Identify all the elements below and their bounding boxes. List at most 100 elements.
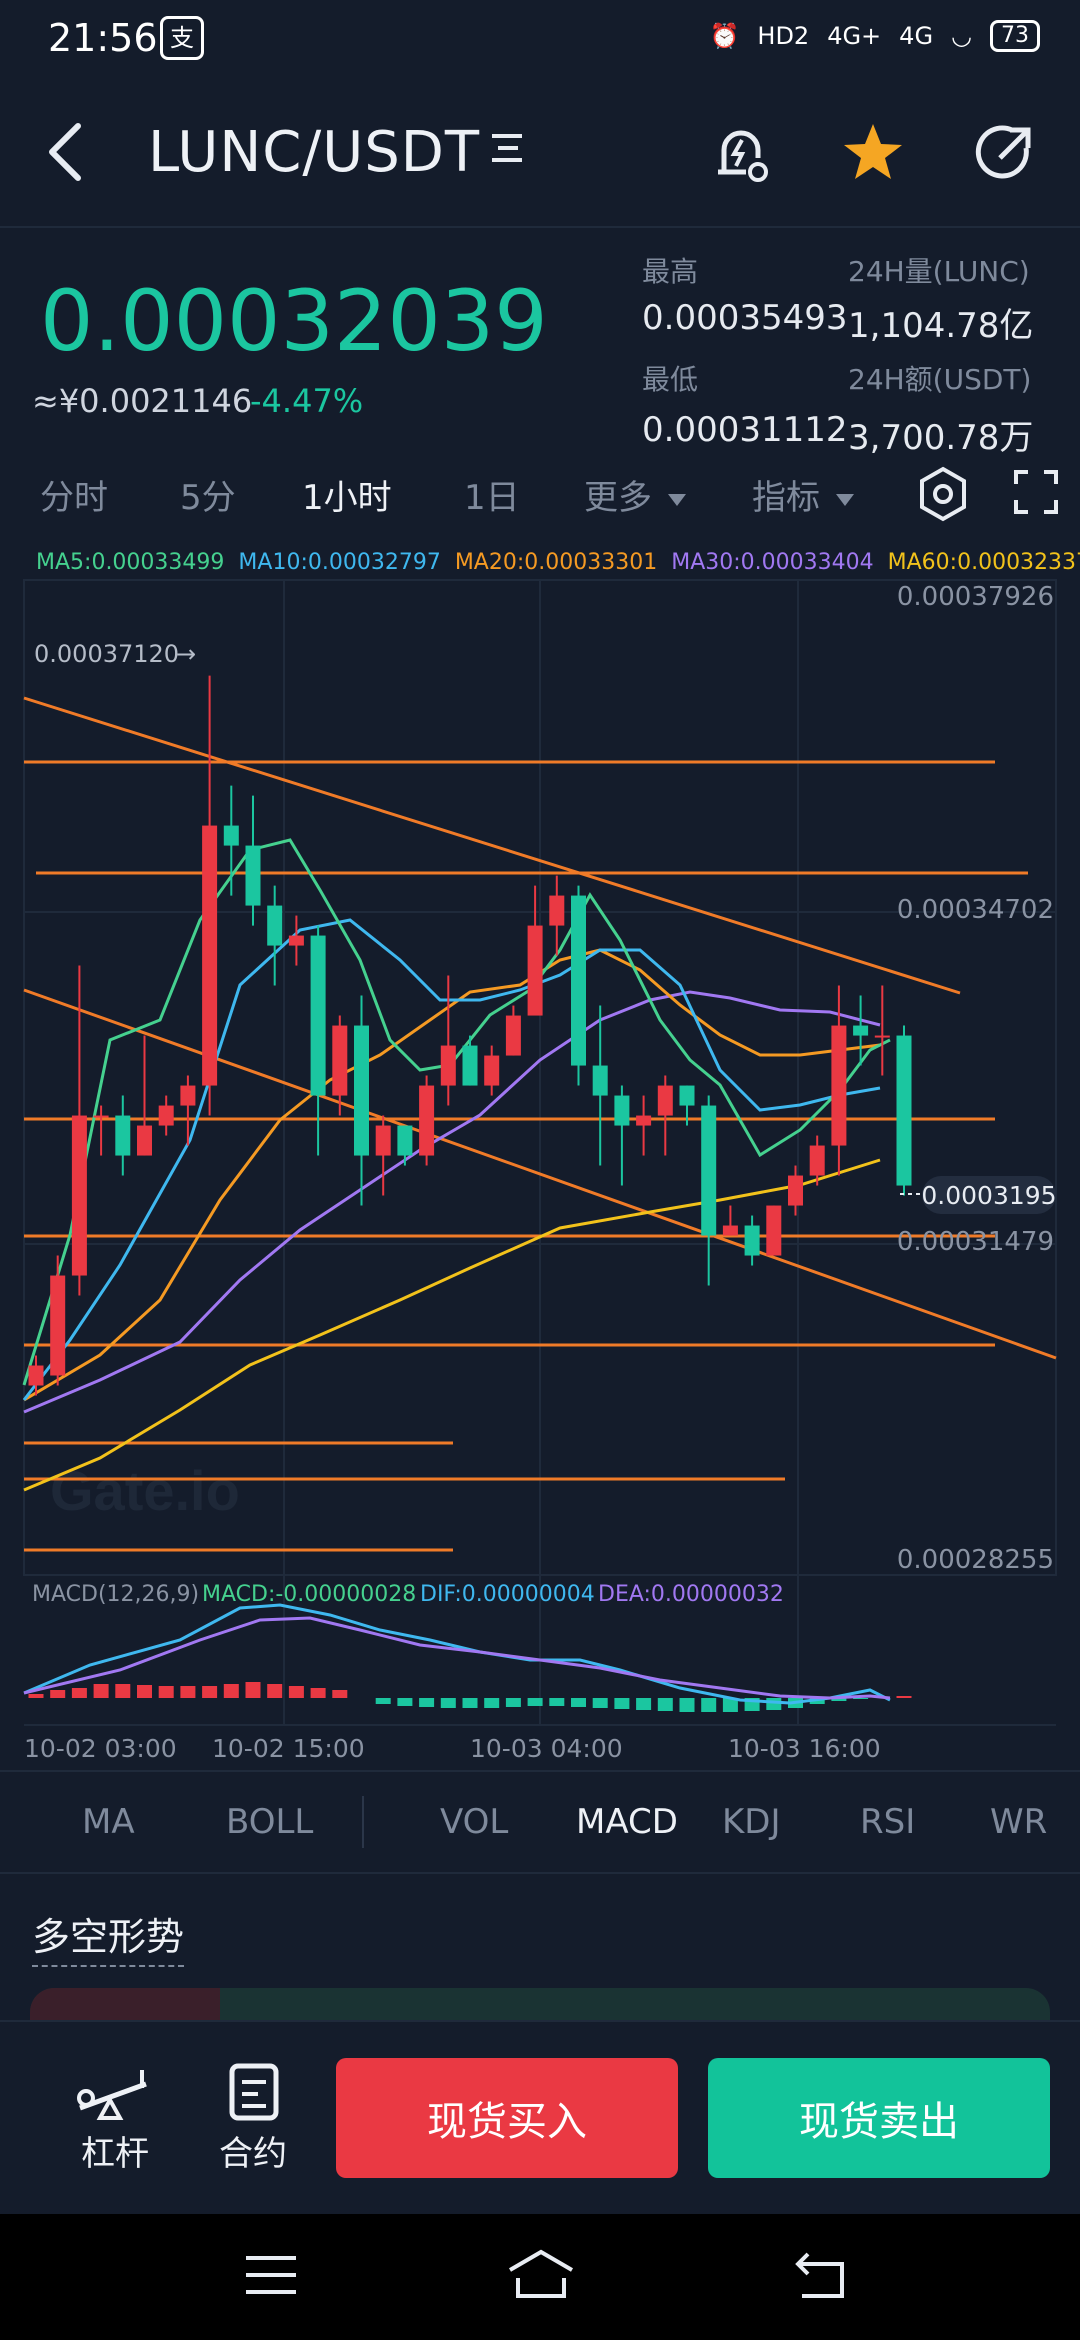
macd-bar (592, 1698, 608, 1708)
drawn-trendlines[interactable] (23, 696, 1057, 1552)
menu-icon[interactable] (244, 2252, 298, 2298)
indicator-tab-kdj[interactable]: KDJ (722, 1802, 781, 1842)
candle-body (701, 1105, 717, 1236)
high-value: 0.00035493 (642, 298, 848, 338)
ma20-legend: MA20:0.00033301 (454, 550, 658, 575)
macd-bar (115, 1684, 131, 1698)
wifi-icon: ◡ (951, 22, 972, 50)
macd-bar (484, 1698, 500, 1708)
chart-settings-icon[interactable] (918, 466, 968, 522)
favorite-star-icon[interactable] (838, 118, 908, 188)
trendline-descending-upper[interactable] (23, 696, 961, 995)
back-nav-icon[interactable] (794, 2250, 854, 2300)
y-axis-label-2: 0.00034702 (897, 895, 1054, 925)
x-axis-label-1: 10-02 03:00 (24, 1734, 177, 1763)
ma10-line (22, 918, 881, 1401)
pair-title[interactable]: LUNC/USDT (148, 120, 481, 185)
current-price-label: 0.0003195 (921, 1181, 1056, 1210)
tab-1hour[interactable]: 1小时 (302, 478, 392, 518)
leverage-button[interactable]: 杠杆 (70, 2062, 160, 2175)
macd-bar (527, 1698, 543, 1706)
macd-dea-line (23, 1616, 891, 1700)
ma5-line (22, 838, 891, 1386)
indicator-tabs: MA BOLL VOL MACD KDJ RSI WR (0, 1770, 1080, 1874)
last-price: 0.00032039 (40, 272, 548, 370)
tab-more[interactable]: 更多 (584, 470, 686, 519)
hd-label: HD2 (757, 22, 810, 50)
indicator-tab-macd[interactable]: MACD (576, 1802, 678, 1842)
header-divider (0, 226, 1080, 228)
x-axis-label-3: 10-03 04:00 (470, 1734, 623, 1763)
tab-more-label: 更多 (584, 478, 652, 518)
candle-body (245, 845, 261, 906)
leverage-icon (77, 2070, 147, 2120)
macd-bar (223, 1684, 239, 1698)
macd-bar (180, 1686, 196, 1698)
spot-buy-button[interactable]: 现货买入 (336, 2058, 678, 2178)
indicator-tab-ma[interactable]: MA (82, 1802, 135, 1842)
x-axis-label-4: 10-03 16:00 (728, 1734, 881, 1763)
macd-bar (50, 1690, 66, 1698)
macd-bar (158, 1686, 174, 1698)
ma30-line (23, 990, 881, 1414)
candle-body (636, 1115, 652, 1126)
chart-watermark: Gate.io (50, 1459, 240, 1522)
candle-body (549, 895, 565, 926)
trendline-descending-lower[interactable] (23, 988, 1057, 1360)
share-icon[interactable] (970, 118, 1040, 188)
candle-body (657, 1085, 673, 1116)
candle-body (462, 1045, 478, 1086)
y-axis-label-4: 0.00028255 (897, 1545, 1054, 1575)
indicator-tab-rsi[interactable]: RSI (860, 1802, 916, 1842)
candle-body (744, 1225, 760, 1256)
candle-body (722, 1225, 738, 1236)
candle-body (375, 1125, 391, 1156)
price-alert-icon[interactable] (706, 118, 776, 188)
indicator-tab-wr[interactable]: WR (990, 1802, 1048, 1842)
candle-body (223, 825, 239, 846)
candle-body (93, 1115, 109, 1118)
y-axis-label-1: 0.00037926 (897, 582, 1054, 612)
macd-bar (766, 1698, 782, 1710)
indicator-tab-vol[interactable]: VOL (440, 1802, 509, 1842)
candlestick-chart[interactable]: Gate.io 0.00037120 → 0.00037926 0.000347… (0, 575, 1080, 1775)
pair-menu-icon[interactable] (488, 130, 528, 168)
dea-value: DEA:0.00000032 (598, 1582, 784, 1607)
candle-body (853, 1025, 869, 1036)
amount-label: 24H额(USDT) (848, 363, 1032, 396)
header: LUNC/USDT (0, 90, 1080, 220)
back-icon[interactable] (44, 122, 84, 182)
candle-body (874, 1035, 890, 1038)
tab-1day[interactable]: 1日 (464, 478, 520, 518)
chevron-down-icon (668, 493, 686, 506)
candle-body (28, 1365, 44, 1386)
macd-bar (505, 1698, 521, 1707)
y-axis-label-3: 0.00031479 (897, 1227, 1054, 1257)
candle-body (310, 935, 326, 1096)
price-change: -4.47% (250, 382, 364, 420)
fullscreen-icon[interactable] (1012, 468, 1060, 516)
spot-sell-button[interactable]: 现货卖出 (708, 2058, 1050, 2178)
status-time: 21:56 (48, 16, 158, 60)
tab-5min[interactable]: 5分 (180, 478, 236, 518)
candle-body (614, 1095, 630, 1126)
candle-body (202, 825, 218, 1086)
indicator-divider (362, 1796, 364, 1848)
macd-bar (310, 1688, 326, 1698)
macd-legend-title: MACD(12,26,9) (32, 1582, 199, 1607)
network-label-2: 4G (899, 22, 934, 50)
current-price-marker (922, 1176, 1056, 1214)
tab-time-share[interactable]: 分时 (40, 478, 108, 518)
candle-body (809, 1145, 825, 1176)
dif-value: DIF:0.00000004 (420, 1582, 595, 1607)
candle-body (50, 1275, 66, 1376)
macd-bar (701, 1698, 717, 1712)
contract-button[interactable]: 合约 (208, 2062, 298, 2175)
home-icon[interactable] (506, 2248, 576, 2300)
candle-body (354, 1025, 369, 1156)
max-price-marker: 0.00037120 (34, 640, 179, 668)
tab-indicators[interactable]: 指标 (752, 470, 854, 519)
indicator-tab-boll[interactable]: BOLL (226, 1802, 314, 1842)
long-short-section-title[interactable]: 多空形势 (32, 1906, 185, 1967)
macd-bar (722, 1698, 738, 1712)
